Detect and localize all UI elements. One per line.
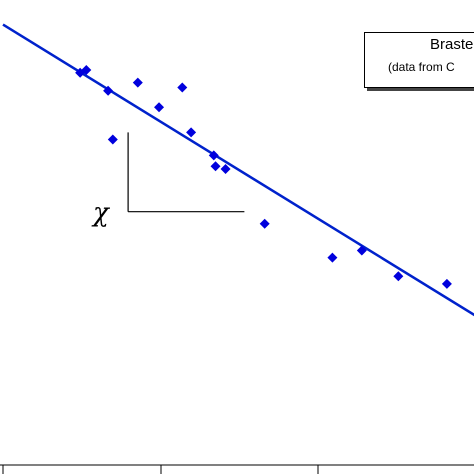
data-point (327, 252, 338, 263)
data-point (259, 218, 270, 229)
slope-label: χ (93, 198, 109, 228)
data-point (220, 164, 231, 175)
legend-subtitle: (data from C (388, 60, 455, 74)
data-point (177, 82, 188, 93)
data-point (356, 245, 367, 256)
data-point (132, 77, 143, 88)
slope-triangle (127, 132, 245, 213)
data-point (441, 278, 452, 289)
data-point (393, 271, 404, 282)
legend-box (364, 32, 474, 88)
data-point (154, 102, 165, 113)
data-point (210, 161, 221, 172)
data-point (186, 127, 197, 138)
data-points (75, 65, 452, 289)
data-point (81, 65, 92, 76)
data-point (208, 150, 219, 161)
data-point (107, 134, 118, 145)
x-axis (0, 464, 474, 474)
data-point (103, 85, 114, 96)
legend-title: Braste (430, 36, 474, 53)
